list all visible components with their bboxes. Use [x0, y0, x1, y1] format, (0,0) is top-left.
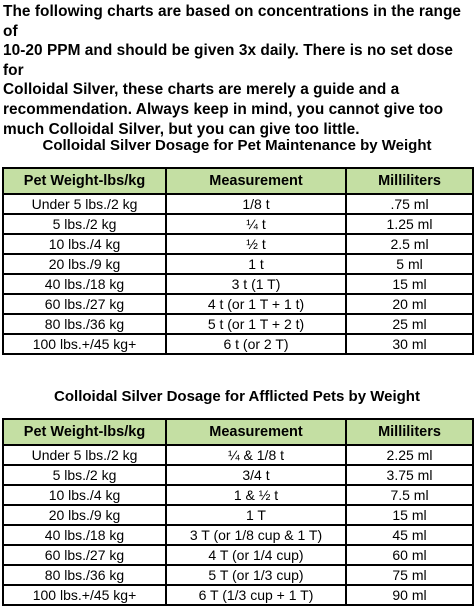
cell-milliliters: 3.75 ml: [345, 464, 474, 486]
intro-line: The following charts are based on concen…: [3, 3, 462, 40]
table-row: 40 lbs./18 kg 3 T (or 1/8 cup & 1 T) 45 …: [2, 524, 474, 546]
cell-weight: 40 lbs./18 kg: [2, 273, 167, 295]
cell-measurement: 5 t (or 1 T + 2 t): [165, 313, 347, 335]
cell-milliliters: 15 ml: [345, 273, 474, 295]
afflicted-dosage-table: Pet Weight-lbs/kg Measurement Milliliter…: [2, 418, 474, 606]
cell-weight: 100 lbs.+/45 kg+: [2, 584, 167, 606]
cell-measurement: 1 t: [165, 253, 347, 275]
table-row: 10 lbs./4 kg ½ t 2.5 ml: [2, 233, 474, 255]
cell-milliliters: 1.25 ml: [345, 213, 474, 235]
table-row: 100 lbs.+/45 kg+ 6 t (or 2 T) 30 ml: [2, 333, 474, 355]
cell-weight: 80 lbs./36 kg: [2, 564, 167, 586]
cell-measurement: 1 T: [165, 504, 347, 526]
cell-measurement: 3 T (or 1/8 cup & 1 T): [165, 524, 347, 546]
cell-milliliters: 75 ml: [345, 564, 474, 586]
cell-measurement: 5 T (or 1/3 cup): [165, 564, 347, 586]
cell-measurement: ¼ & 1/8 t: [165, 444, 347, 466]
cell-weight: 10 lbs./4 kg: [2, 484, 167, 506]
cell-measurement: ¼ t: [165, 213, 347, 235]
intro-line: much Colloidal Silver, but you can give …: [3, 120, 360, 138]
afflicted-table-title: Colloidal Silver Dosage for Afflicted Pe…: [54, 388, 420, 405]
header-measurement: Measurement: [165, 167, 347, 195]
cell-milliliters: 5 ml: [345, 253, 474, 275]
intro-line: 10-20 PPM and should be given 3x daily. …: [3, 42, 454, 79]
cell-weight: Under 5 lbs./2 kg: [2, 444, 167, 466]
cell-milliliters: 60 ml: [345, 544, 474, 566]
cell-milliliters: 45 ml: [345, 524, 474, 546]
table-row: 20 lbs./9 kg 1 t 5 ml: [2, 253, 474, 275]
header-weight: Pet Weight-lbs/kg: [2, 167, 167, 195]
intro-line: recommendation. Always keep in mind, you…: [3, 100, 444, 118]
cell-measurement: 1 & ½ t: [165, 484, 347, 506]
table-row: 60 lbs./27 kg 4 t (or 1 T + 1 t) 20 ml: [2, 293, 474, 315]
table-row: 10 lbs./4 kg 1 & ½ t 7.5 ml: [2, 484, 474, 506]
cell-milliliters: 15 ml: [345, 504, 474, 526]
table-row: 40 lbs./18 kg 3 t (1 T) 15 ml: [2, 273, 474, 295]
table-row: 5 lbs./2 kg ¼ t 1.25 ml: [2, 213, 474, 235]
cell-measurement: 1/8 t: [165, 193, 347, 215]
table-row: 20 lbs./9 kg 1 T 15 ml: [2, 504, 474, 526]
cell-measurement: 4 T (or 1/4 cup): [165, 544, 347, 566]
cell-milliliters: 25 ml: [345, 313, 474, 335]
cell-weight: 10 lbs./4 kg: [2, 233, 167, 255]
cell-milliliters: 2.5 ml: [345, 233, 474, 255]
table-row: 80 lbs./36 kg 5 t (or 1 T + 2 t) 25 ml: [2, 313, 474, 335]
table-row: 80 lbs./36 kg 5 T (or 1/3 cup) 75 ml: [2, 564, 474, 586]
header-measurement: Measurement: [165, 418, 347, 446]
cell-weight: 20 lbs./9 kg: [2, 253, 167, 275]
cell-weight: Under 5 lbs./2 kg: [2, 193, 167, 215]
table-header-row: Pet Weight-lbs/kg Measurement Milliliter…: [2, 418, 474, 446]
header-milliliters: Milliliters: [345, 418, 474, 446]
cell-measurement: 6 t (or 2 T): [165, 333, 347, 355]
maintenance-dosage-table: Pet Weight-lbs/kg Measurement Milliliter…: [2, 167, 474, 355]
cell-weight: 40 lbs./18 kg: [2, 524, 167, 546]
maintenance-table-title: Colloidal Silver Dosage for Pet Maintena…: [42, 137, 432, 154]
cell-milliliters: 30 ml: [345, 333, 474, 355]
cell-weight: 20 lbs./9 kg: [2, 504, 167, 526]
table-row: 5 lbs./2 kg 3/4 t 3.75 ml: [2, 464, 474, 486]
intro-line: Colloidal Silver, these charts are merel…: [3, 81, 400, 99]
cell-weight: 80 lbs./36 kg: [2, 313, 167, 335]
cell-milliliters: 20 ml: [345, 293, 474, 315]
cell-weight: 100 lbs.+/45 kg+: [2, 333, 167, 355]
cell-measurement: ½ t: [165, 233, 347, 255]
header-weight: Pet Weight-lbs/kg: [2, 418, 167, 446]
cell-milliliters: 2.25 ml: [345, 444, 474, 466]
cell-milliliters: 90 ml: [345, 584, 474, 606]
table-row: 100 lbs.+/45 kg+ 6 T (1/3 cup + 1 T) 90 …: [2, 584, 474, 606]
cell-weight: 5 lbs./2 kg: [2, 213, 167, 235]
cell-milliliters: 7.5 ml: [345, 484, 474, 506]
intro-paragraph: The following charts are based on concen…: [3, 2, 471, 139]
cell-weight: 60 lbs./27 kg: [2, 293, 167, 315]
table-row: Under 5 lbs./2 kg ¼ & 1/8 t 2.25 ml: [2, 444, 474, 466]
table-row: 60 lbs./27 kg 4 T (or 1/4 cup) 60 ml: [2, 544, 474, 566]
cell-weight: 5 lbs./2 kg: [2, 464, 167, 486]
cell-measurement: 6 T (1/3 cup + 1 T): [165, 584, 347, 606]
table-row: Under 5 lbs./2 kg 1/8 t .75 ml: [2, 193, 474, 215]
header-milliliters: Milliliters: [345, 167, 474, 195]
cell-weight: 60 lbs./27 kg: [2, 544, 167, 566]
cell-measurement: 4 t (or 1 T + 1 t): [165, 293, 347, 315]
cell-measurement: 3/4 t: [165, 464, 347, 486]
cell-measurement: 3 t (1 T): [165, 273, 347, 295]
table-header-row: Pet Weight-lbs/kg Measurement Milliliter…: [2, 167, 474, 195]
cell-milliliters: .75 ml: [345, 193, 474, 215]
